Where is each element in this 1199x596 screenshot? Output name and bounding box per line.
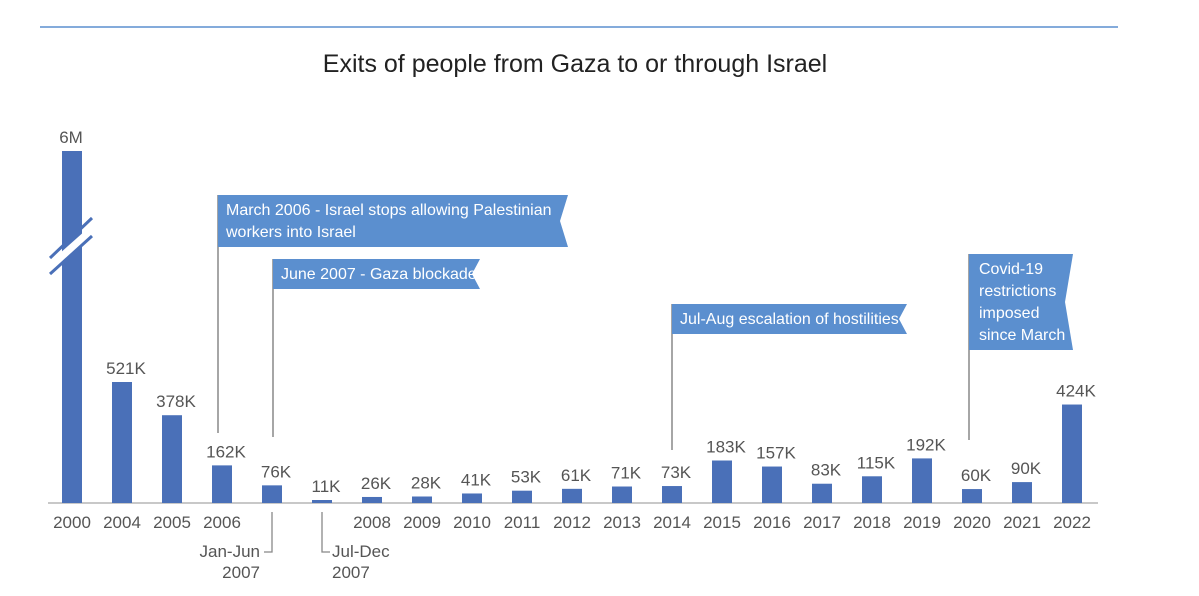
chart-title: Exits of people from Gaza to or through … xyxy=(323,50,827,78)
annotation-text: Covid-19 xyxy=(979,261,1043,278)
bar-2009 xyxy=(412,496,432,503)
x-tick-label: 2011 xyxy=(504,513,541,532)
x-tick-label: 2000 xyxy=(53,513,91,532)
data-label: 60K xyxy=(961,466,992,485)
data-label: 28K xyxy=(411,473,442,492)
data-label: 90K xyxy=(1011,459,1042,478)
data-label: 424K xyxy=(1056,382,1096,401)
annotation-text: imposed xyxy=(979,305,1039,322)
x-tick-label: 2010 xyxy=(453,513,491,532)
x-tick-label: 2016 xyxy=(753,513,791,532)
x-tick-label: 2015 xyxy=(703,513,741,532)
data-label: 11K xyxy=(312,477,342,496)
data-label: 192K xyxy=(906,435,946,454)
bar-2013 xyxy=(612,486,632,503)
callout-bracket xyxy=(264,512,273,553)
annotation-flag xyxy=(672,304,907,334)
bar-2006 xyxy=(212,465,232,503)
bar-2012 xyxy=(562,488,582,503)
bar-Jul-Dec-2007 xyxy=(312,500,332,503)
bar-2005 xyxy=(162,415,182,503)
data-label: 183K xyxy=(706,437,746,456)
x-tick-label: 2019 xyxy=(903,513,941,532)
bar-2018 xyxy=(862,476,882,503)
data-label: 53K xyxy=(511,468,542,487)
data-label: 115K xyxy=(857,453,896,472)
callout-bracket xyxy=(321,512,330,553)
bar-2016 xyxy=(762,466,782,503)
data-label: 378K xyxy=(156,392,196,411)
data-label: 83K xyxy=(811,461,842,480)
x-tick-label: Jan-Jun xyxy=(200,542,260,561)
data-label: 6M xyxy=(59,128,83,147)
x-tick-label: 2006 xyxy=(203,513,241,532)
bar-2022 xyxy=(1062,404,1082,503)
bar-2011 xyxy=(512,490,532,503)
annotation-text: March 2006 - Israel stops allowing Pales… xyxy=(226,202,552,219)
x-tick-label: 2017 xyxy=(803,513,841,532)
x-tick-label: 2014 xyxy=(653,513,691,532)
bar-2014 xyxy=(662,486,682,503)
x-tick-label: 2007 xyxy=(332,563,370,582)
annotation-flag xyxy=(218,195,568,247)
data-label: 71K xyxy=(611,464,642,483)
x-tick-label: 2013 xyxy=(603,513,641,532)
annotation-flag xyxy=(273,259,480,289)
annotation-text: workers into Israel xyxy=(225,224,356,241)
bar-2021 xyxy=(1012,482,1032,503)
axis-break-line xyxy=(48,216,94,260)
data-label: 41K xyxy=(461,470,492,489)
x-tick-label: 2020 xyxy=(953,513,991,532)
annotation-text: since March xyxy=(979,327,1065,344)
x-tick-label: 2022 xyxy=(1053,513,1091,532)
bar-2008 xyxy=(362,496,382,503)
annotation-text: June 2007 - Gaza blockade xyxy=(281,266,477,283)
x-tick-label: 2021 xyxy=(1003,513,1041,532)
axis-break-line xyxy=(48,234,94,276)
bar-2010 xyxy=(462,493,482,503)
x-tick-label: 2007 xyxy=(222,563,260,582)
annotation-flag xyxy=(969,254,1073,350)
x-tick-label: 2004 xyxy=(103,513,141,532)
x-tick-label: 2018 xyxy=(853,513,891,532)
x-tick-label: 2012 xyxy=(553,513,591,532)
data-label: 157K xyxy=(756,444,796,463)
data-label: 76K xyxy=(261,462,292,481)
data-label: 26K xyxy=(361,474,392,493)
bar-Jan-Jun-2007 xyxy=(262,485,282,503)
x-tick-label: 2009 xyxy=(403,513,441,532)
x-tick-label: Jul-Dec xyxy=(332,542,390,561)
bar-2000 xyxy=(62,151,82,503)
annotation-text: restrictions xyxy=(979,283,1056,300)
bar-2017 xyxy=(812,483,832,503)
data-label: 521K xyxy=(106,359,146,378)
bar-2015 xyxy=(712,460,732,503)
bar-2019 xyxy=(912,458,932,503)
bar-2004 xyxy=(112,382,132,503)
axis-break-icon xyxy=(50,222,95,272)
data-label: 162K xyxy=(206,442,246,461)
data-label: 73K xyxy=(661,463,692,482)
annotation-text: Jul-Aug escalation of hostilities xyxy=(680,311,899,328)
x-tick-label: 2005 xyxy=(153,513,191,532)
x-tick-label: 2008 xyxy=(353,513,391,532)
data-label: 61K xyxy=(561,466,592,485)
bar-2020 xyxy=(962,489,982,503)
